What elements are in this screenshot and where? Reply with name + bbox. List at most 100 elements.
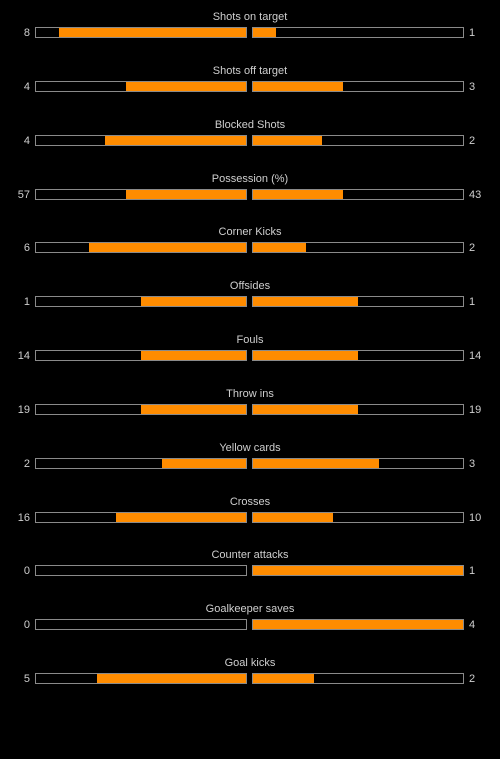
home-bar (35, 188, 247, 200)
away-value: 14 (469, 350, 482, 363)
away-value: 3 (469, 457, 476, 470)
home-bar-fill (141, 351, 246, 361)
home-bar (35, 403, 247, 415)
home-bar-fill (96, 674, 246, 684)
stat-label: Corner Kicks (218, 226, 282, 239)
stat-label: Possession (%) (211, 172, 289, 185)
home-bar (35, 242, 247, 254)
home-bar (35, 619, 247, 631)
away-bar (252, 403, 464, 415)
home-value: 0 (23, 565, 30, 578)
stat-label: Counter attacks (211, 549, 289, 562)
home-value: 14 (17, 350, 30, 363)
away-bar (252, 511, 464, 523)
away-bar-fill (253, 351, 358, 361)
home-bar-fill (59, 28, 246, 37)
home-bar (35, 296, 247, 308)
away-bar-fill (253, 404, 358, 414)
home-value: 4 (23, 80, 30, 93)
stat-row: Goal kicks 5 2 (0, 656, 500, 710)
stat-label: Shots on target (212, 11, 288, 23)
away-bar-fill (253, 135, 323, 145)
stat-label: Throw ins (226, 387, 274, 400)
home-value: 1 (23, 296, 30, 309)
away-bar-fill (253, 189, 344, 199)
stat-row: Shots off target 4 3 (0, 64, 500, 118)
stat-row: Possession (%) 57 43 (0, 172, 500, 226)
away-bar (252, 350, 464, 362)
home-bar-fill (88, 243, 246, 253)
home-bar-fill (126, 189, 246, 199)
home-bar (35, 565, 247, 577)
away-value: 2 (469, 134, 476, 147)
stat-label: Crosses (229, 495, 271, 508)
away-bar (252, 565, 464, 577)
home-value: 57 (17, 188, 30, 201)
stat-row: Blocked Shots 4 2 (0, 118, 500, 172)
home-bar-fill (141, 404, 246, 414)
stat-label: Offsides (229, 280, 271, 293)
stat-row: Crosses 16 10 (0, 495, 500, 549)
home-value: 19 (17, 403, 30, 416)
stat-label: Goal kicks (224, 657, 276, 670)
away-bar (252, 80, 464, 92)
away-value: 2 (469, 673, 476, 686)
stat-row: Goalkeeper saves 0 4 (0, 602, 500, 656)
away-bar-fill (253, 297, 358, 307)
away-value: 3 (469, 80, 476, 93)
away-value: 1 (469, 296, 476, 309)
stat-label: Yellow cards (219, 441, 281, 454)
stat-label: Goalkeeper saves (205, 603, 295, 616)
home-value: 5 (23, 673, 30, 686)
home-bar (35, 350, 247, 362)
stat-label: Blocked Shots (214, 118, 286, 131)
home-bar (35, 457, 247, 469)
home-value: 16 (17, 511, 30, 524)
away-bar (252, 673, 464, 685)
home-bar-fill (105, 135, 246, 145)
home-value: 2 (23, 457, 30, 470)
stat-row: Fouls 14 14 (0, 333, 500, 387)
home-value: 4 (23, 134, 30, 147)
stat-row: Yellow cards 2 3 (0, 441, 500, 495)
away-bar (252, 457, 464, 469)
home-value: 6 (23, 242, 30, 255)
home-value: 0 (23, 619, 30, 632)
away-bar-fill (253, 620, 463, 630)
home-value: 8 (23, 27, 30, 39)
home-bar (35, 134, 247, 146)
away-value: 1 (469, 565, 476, 578)
home-bar-fill (115, 512, 246, 522)
away-bar (252, 296, 464, 308)
home-bar (35, 80, 247, 92)
stat-row: Offsides 1 1 (0, 279, 500, 333)
stat-row: Counter attacks 0 1 (0, 548, 500, 602)
away-bar-fill (253, 458, 379, 468)
away-bar-fill (253, 674, 314, 684)
away-bar (252, 619, 464, 631)
away-bar (252, 188, 464, 200)
stat-label: Fouls (236, 334, 264, 347)
home-bar (35, 27, 247, 38)
away-bar-fill (253, 28, 277, 37)
away-value: 10 (469, 511, 482, 524)
away-value: 2 (469, 242, 476, 255)
home-bar-fill (141, 297, 246, 307)
stat-label: Shots off target (212, 64, 288, 77)
away-bar-fill (253, 243, 306, 253)
home-bar-fill (126, 81, 246, 91)
stat-row: Corner Kicks 6 2 (0, 225, 500, 279)
away-bar-fill (253, 566, 463, 576)
away-value: 4 (469, 619, 476, 632)
away-bar (252, 134, 464, 146)
away-bar-fill (253, 512, 333, 522)
away-bar (252, 27, 464, 38)
home-bar (35, 673, 247, 685)
stat-row: Throw ins 19 19 (0, 387, 500, 441)
home-bar (35, 511, 247, 523)
away-value: 43 (469, 188, 482, 201)
away-bar (252, 242, 464, 254)
away-value: 1 (469, 27, 476, 39)
home-bar-fill (162, 458, 246, 468)
match-stats-list: Shots on target 8 1 Shots off target 4 3 Block… (0, 11, 500, 710)
